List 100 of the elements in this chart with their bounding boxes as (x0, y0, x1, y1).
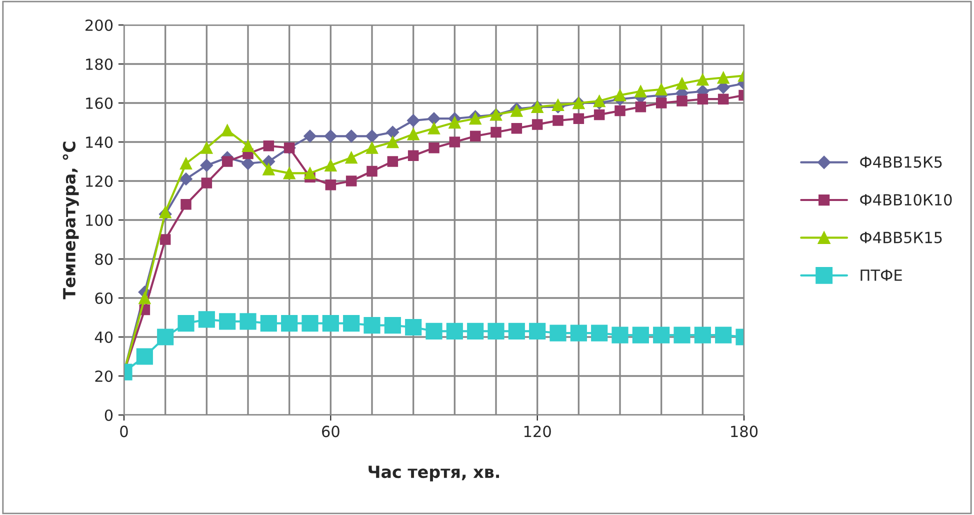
point (405, 318, 422, 336)
y-tick-label: 60 (95, 292, 113, 304)
point (488, 322, 504, 340)
point (656, 98, 667, 108)
point (384, 317, 401, 334)
point (697, 94, 708, 104)
point (696, 74, 709, 86)
point (322, 315, 339, 332)
point (219, 313, 236, 330)
y-tick-label: 180 (86, 58, 113, 70)
point (407, 128, 420, 140)
point (201, 178, 212, 188)
point (159, 206, 172, 218)
point (366, 142, 378, 154)
point (634, 85, 647, 98)
point (283, 167, 296, 180)
point (490, 126, 502, 138)
point (345, 152, 358, 164)
point (511, 122, 522, 134)
point (221, 124, 234, 136)
point (570, 324, 587, 342)
y-tick-label: 20 (95, 370, 113, 382)
y-tick-label: 200 (86, 19, 113, 32)
point (262, 163, 275, 176)
point (302, 315, 318, 332)
point (694, 326, 711, 344)
point (653, 326, 670, 344)
point (594, 109, 605, 120)
point (324, 159, 337, 172)
y-tick-label: 100 (86, 214, 113, 226)
point (198, 311, 215, 328)
point (470, 130, 481, 142)
point (344, 130, 358, 143)
point (510, 104, 523, 117)
point (281, 315, 298, 332)
point (304, 130, 316, 143)
point (428, 112, 440, 126)
point (676, 96, 688, 106)
point (612, 326, 628, 344)
point (674, 326, 690, 344)
point (635, 102, 646, 112)
point (467, 322, 484, 340)
point (552, 115, 564, 126)
point (529, 322, 546, 340)
point (449, 136, 460, 148)
point (655, 83, 668, 96)
point (346, 176, 357, 186)
point (324, 130, 338, 143)
point (715, 326, 732, 344)
point (428, 122, 440, 134)
point (160, 234, 171, 245)
point (550, 324, 566, 342)
point (240, 313, 256, 330)
point (448, 116, 461, 129)
y-tick-label: 120 (86, 175, 113, 188)
point (386, 126, 400, 139)
point (136, 348, 153, 365)
point (263, 140, 274, 152)
legend-label: Ф4ВВ5К15 (860, 232, 942, 244)
x-tick-label: 60 (322, 426, 340, 438)
point (180, 199, 192, 210)
point (325, 180, 336, 190)
legend-label: Ф4ВВ15К5 (860, 156, 942, 168)
y-tick-label: 140 (86, 136, 113, 148)
x-tick-label: 0 (120, 426, 128, 438)
point (406, 114, 420, 127)
point (428, 142, 440, 154)
point (180, 172, 192, 186)
legend-label: ПТФЕ (860, 270, 902, 281)
point (242, 140, 254, 152)
point (718, 94, 729, 104)
point (426, 322, 442, 340)
y-tick-label: 40 (94, 331, 113, 344)
point (364, 317, 380, 334)
x-tick-label: 180 (731, 426, 758, 438)
point (446, 322, 463, 340)
point (180, 157, 192, 170)
point (614, 105, 626, 116)
y-tick-label: 80 (95, 253, 113, 266)
x-tick-label: 120 (524, 426, 551, 438)
point (260, 315, 277, 332)
point (408, 150, 419, 162)
point (366, 130, 378, 143)
point (157, 328, 174, 346)
point (508, 322, 525, 340)
point (632, 326, 649, 344)
point (304, 167, 316, 180)
point (138, 292, 151, 304)
point (614, 89, 626, 102)
y-tick-label: 160 (86, 97, 113, 110)
point (200, 158, 214, 172)
point (532, 119, 543, 130)
point (387, 156, 398, 167)
y-axis-title: Температура, °С (62, 142, 79, 300)
point (178, 315, 194, 332)
point (222, 156, 233, 167)
point (469, 112, 482, 125)
y-tick-label: 0 (104, 409, 113, 422)
legend-label: Ф4ВВ10К10 (860, 194, 952, 206)
point (591, 324, 608, 342)
